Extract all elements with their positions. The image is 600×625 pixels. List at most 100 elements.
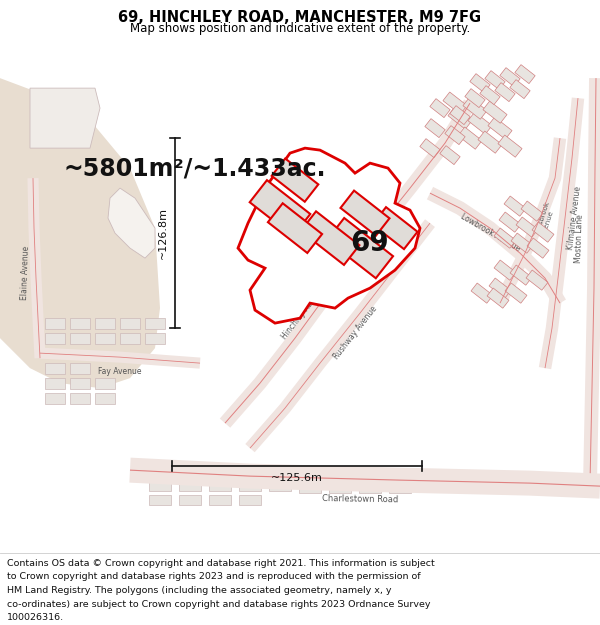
- Bar: [70, 392, 90, 404]
- Bar: [527, 238, 549, 258]
- Text: Rushway Avenue: Rushway Avenue: [331, 305, 379, 361]
- Bar: [526, 270, 548, 290]
- Bar: [521, 201, 543, 221]
- Bar: [494, 228, 516, 248]
- Bar: [510, 265, 532, 285]
- Polygon shape: [30, 88, 100, 148]
- Bar: [470, 74, 490, 92]
- Text: co-ordinates) are subject to Crown copyright and database rights 2023 Ordnance S: co-ordinates) are subject to Crown copyr…: [7, 599, 431, 609]
- Bar: [120, 332, 140, 344]
- Text: ~126.8m: ~126.8m: [158, 207, 168, 259]
- Bar: [448, 107, 472, 129]
- Text: Contains OS data © Crown copyright and database right 2021. This information is : Contains OS data © Crown copyright and d…: [7, 559, 435, 568]
- Text: 100026316.: 100026316.: [7, 613, 64, 622]
- Bar: [149, 495, 171, 505]
- Bar: [209, 481, 231, 491]
- Bar: [430, 99, 450, 118]
- Bar: [485, 71, 505, 89]
- Bar: [149, 481, 171, 491]
- Polygon shape: [0, 58, 160, 388]
- Bar: [500, 68, 520, 87]
- Bar: [515, 64, 535, 84]
- Bar: [499, 212, 521, 232]
- Bar: [340, 191, 389, 236]
- Bar: [95, 378, 115, 389]
- Bar: [179, 481, 201, 491]
- Bar: [70, 378, 90, 389]
- Text: Airsbrook
Avenue: Airsbrook Avenue: [535, 201, 557, 236]
- Bar: [463, 97, 487, 119]
- Bar: [70, 318, 90, 329]
- Text: Fay Avenue: Fay Avenue: [98, 367, 142, 376]
- Bar: [465, 89, 485, 107]
- Bar: [478, 131, 502, 153]
- Bar: [443, 92, 467, 114]
- Bar: [458, 127, 482, 149]
- Bar: [327, 218, 393, 278]
- Bar: [239, 481, 261, 491]
- Bar: [440, 146, 460, 164]
- Polygon shape: [108, 188, 155, 258]
- Bar: [70, 332, 90, 344]
- Bar: [489, 278, 511, 298]
- Bar: [209, 495, 231, 505]
- Bar: [272, 159, 319, 202]
- Text: ~5801m²/~1.433ac.: ~5801m²/~1.433ac.: [64, 156, 326, 180]
- Text: ~125.6m: ~125.6m: [271, 473, 323, 483]
- Polygon shape: [238, 148, 420, 323]
- Bar: [480, 86, 500, 104]
- Bar: [468, 112, 492, 134]
- Bar: [145, 332, 165, 344]
- Bar: [494, 260, 516, 280]
- Bar: [329, 483, 351, 493]
- Bar: [495, 82, 515, 102]
- Bar: [389, 483, 411, 493]
- Bar: [45, 318, 65, 329]
- Bar: [450, 106, 470, 124]
- Bar: [120, 318, 140, 329]
- Bar: [239, 495, 261, 505]
- Bar: [95, 318, 115, 329]
- Bar: [269, 481, 291, 491]
- Bar: [505, 283, 527, 303]
- Bar: [498, 135, 522, 158]
- Bar: [511, 233, 533, 253]
- Bar: [70, 362, 90, 374]
- Bar: [145, 318, 165, 329]
- Bar: [445, 126, 465, 144]
- Bar: [95, 392, 115, 404]
- Bar: [483, 101, 507, 123]
- Text: HM Land Registry. The polygons (including the associated geometry, namely x, y: HM Land Registry. The polygons (includin…: [7, 586, 392, 595]
- Text: Lowbrook Avenue: Lowbrook Avenue: [458, 213, 521, 254]
- Bar: [488, 117, 512, 139]
- Bar: [301, 211, 359, 265]
- Bar: [532, 222, 554, 243]
- Bar: [268, 203, 322, 253]
- Bar: [510, 79, 530, 99]
- Bar: [373, 207, 418, 249]
- Bar: [359, 483, 381, 493]
- Bar: [420, 139, 440, 158]
- Bar: [425, 119, 445, 138]
- Bar: [45, 392, 65, 404]
- Text: to Crown copyright and database rights 2023 and is reproduced with the permissio: to Crown copyright and database rights 2…: [7, 572, 421, 581]
- Text: Kilmaine Avenue: Kilmaine Avenue: [566, 186, 583, 251]
- Bar: [45, 332, 65, 344]
- Bar: [250, 180, 310, 236]
- Text: Charlestown Road: Charlestown Road: [322, 494, 398, 504]
- Bar: [45, 378, 65, 389]
- Bar: [471, 283, 493, 303]
- Text: Moston Lane: Moston Lane: [574, 214, 585, 262]
- Text: Elaine Avenue: Elaine Avenue: [20, 246, 31, 301]
- Bar: [516, 217, 538, 238]
- Text: Map shows position and indicative extent of the property.: Map shows position and indicative extent…: [130, 22, 470, 35]
- Text: Hinchley Road: Hinchley Road: [280, 292, 320, 341]
- Bar: [179, 495, 201, 505]
- Bar: [45, 362, 65, 374]
- Text: 69: 69: [350, 229, 389, 257]
- Bar: [95, 332, 115, 344]
- Bar: [504, 196, 526, 216]
- Bar: [299, 483, 321, 493]
- Bar: [487, 288, 509, 308]
- Text: 69, HINCHLEY ROAD, MANCHESTER, M9 7FG: 69, HINCHLEY ROAD, MANCHESTER, M9 7FG: [118, 10, 482, 25]
